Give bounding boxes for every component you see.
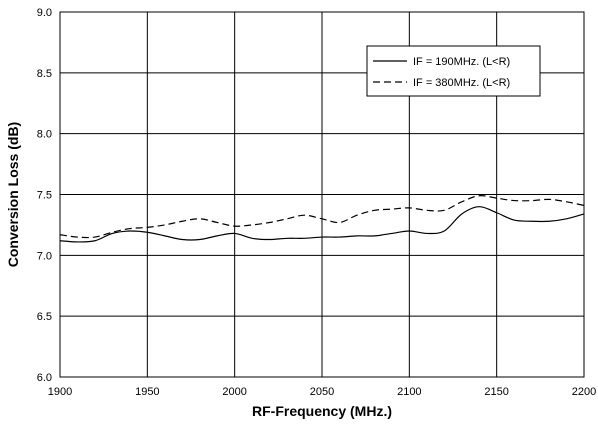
y-tick-label: 6.0	[37, 372, 52, 384]
series-line-190mhz	[59, 206, 585, 243]
y-tick-labels: 6.0 6.5 7.0 7.5 8.0 8.5 9.0	[37, 7, 52, 384]
y-tick-label: 7.0	[37, 250, 52, 262]
series-line-380mhz	[59, 195, 585, 239]
x-tick-label: 2100	[397, 386, 421, 398]
legend-box	[366, 45, 541, 97]
x-tick-label: 2150	[484, 386, 508, 398]
y-tick-label: 8.0	[37, 129, 52, 141]
x-tick-label: 2200	[572, 386, 596, 398]
series-lines	[59, 195, 585, 243]
x-tick-label: 2050	[310, 386, 334, 398]
x-axis-title: RF-Frequency (MHz.)	[252, 403, 392, 419]
y-tick-label: 9.0	[37, 7, 52, 19]
legend: IF = 190MHz. (L<R) IF = 380MHz. (L<R)	[366, 45, 541, 97]
x-tick-label: 2000	[222, 386, 246, 398]
x-tick-label: 1950	[135, 386, 159, 398]
x-tick-labels: 1900 1950 2000 2050 2100 2150 2200	[48, 386, 596, 398]
legend-label-190mhz: IF = 190MHz. (L<R)	[413, 56, 510, 68]
y-axis-title: Conversion Loss (dB)	[5, 122, 21, 267]
y-tick-label: 6.5	[37, 311, 52, 323]
plot-border	[59, 11, 585, 378]
y-tick-label: 8.5	[37, 68, 52, 80]
x-tick-label: 1900	[48, 386, 72, 398]
legend-label-380mhz: IF = 380MHz. (L<R)	[413, 77, 510, 89]
y-tick-label: 7.5	[37, 190, 52, 202]
